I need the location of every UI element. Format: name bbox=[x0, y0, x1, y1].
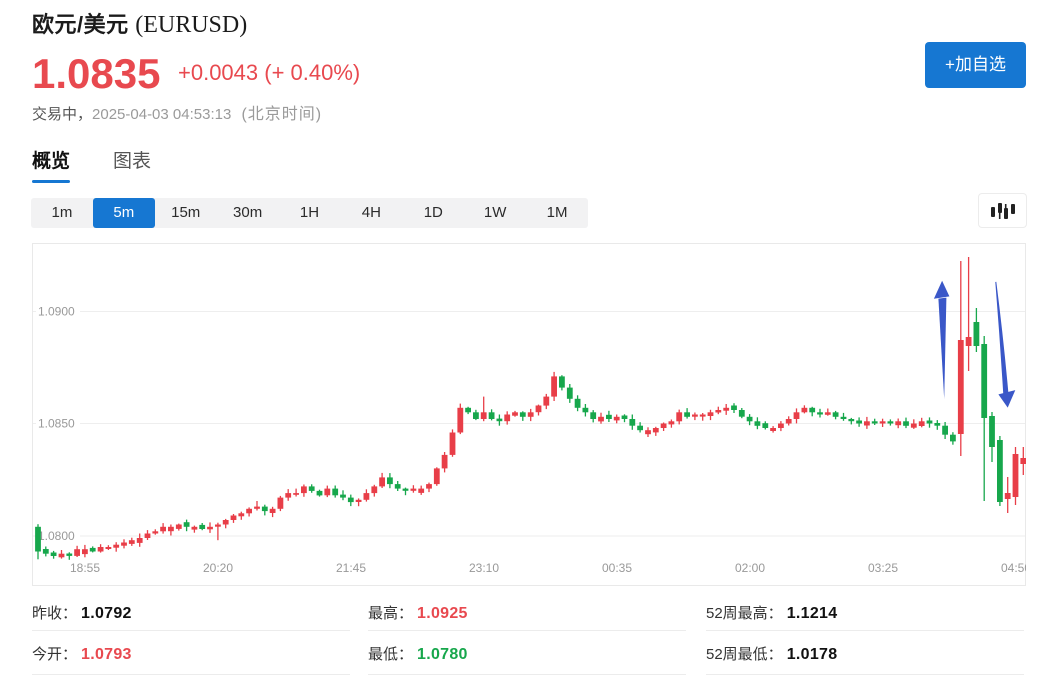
svg-text:04:50: 04:50 bbox=[1001, 561, 1031, 575]
svg-text:1.0850: 1.0850 bbox=[38, 417, 75, 431]
svg-text:20:20: 20:20 bbox=[203, 561, 233, 575]
svg-text:1.0900: 1.0900 bbox=[38, 305, 75, 319]
svg-text:02:00: 02:00 bbox=[735, 561, 765, 575]
svg-text:18:55: 18:55 bbox=[70, 561, 100, 575]
svg-text:21:45: 21:45 bbox=[336, 561, 366, 575]
svg-text:00:35: 00:35 bbox=[602, 561, 632, 575]
svg-text:23:10: 23:10 bbox=[469, 561, 499, 575]
svg-text:03:25: 03:25 bbox=[868, 561, 898, 575]
svg-text:1.0800: 1.0800 bbox=[38, 529, 75, 543]
